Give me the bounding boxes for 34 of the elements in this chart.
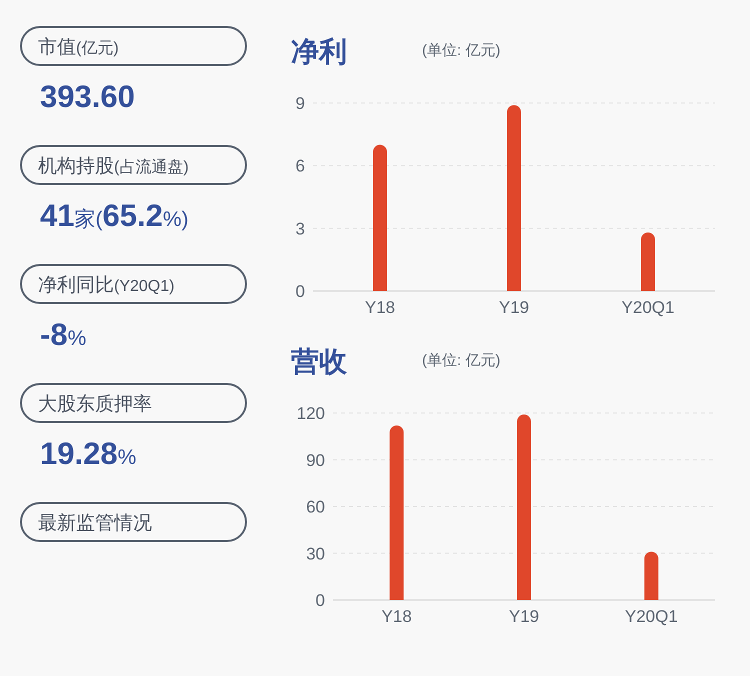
- y-tick-label: 30: [306, 544, 325, 564]
- bar: [373, 144, 387, 291]
- y-tick-label: 120: [296, 404, 325, 423]
- x-tick-label: Y18: [382, 607, 412, 626]
- x-tick-label: Y19: [508, 607, 540, 626]
- text: 市值(亿元): [38, 36, 119, 58]
- x-tick-label: Y20Q1: [624, 607, 678, 626]
- chart-title: 营收: [290, 346, 348, 377]
- text: 最新监管情况: [38, 512, 152, 534]
- x-tick-label: Y20Q1: [622, 298, 674, 317]
- x-tick-label: Y18: [364, 298, 396, 317]
- text: 41家(65.2%): [40, 198, 188, 233]
- chart-title: 净利: [291, 36, 347, 67]
- bar: [517, 414, 531, 600]
- chart-subtitle: (单位: 亿元): [422, 42, 500, 59]
- bar: [644, 552, 658, 600]
- y-tick-label: 3: [296, 219, 305, 238]
- y-tick-label: 0: [296, 282, 305, 301]
- text: -8%: [40, 317, 86, 352]
- chart-subtitle: (单位: 亿元): [422, 352, 500, 369]
- y-tick-label: 0: [316, 591, 325, 610]
- y-tick-label: 6: [296, 156, 305, 176]
- y-tick-label: 60: [306, 498, 325, 516]
- text: 393.60: [40, 79, 135, 114]
- bar: [641, 232, 655, 291]
- text: 大股东质押率: [38, 393, 152, 415]
- text: 净利同比(Y20Q1): [38, 275, 174, 296]
- text: 19.28%: [40, 436, 136, 471]
- y-tick-label: 9: [296, 94, 305, 113]
- y-tick-label: 90: [306, 450, 325, 470]
- x-tick-label: Y19: [498, 298, 530, 317]
- bar: [507, 105, 521, 291]
- text: 机构持股(占流通盘): [38, 156, 189, 177]
- bar: [390, 425, 404, 600]
